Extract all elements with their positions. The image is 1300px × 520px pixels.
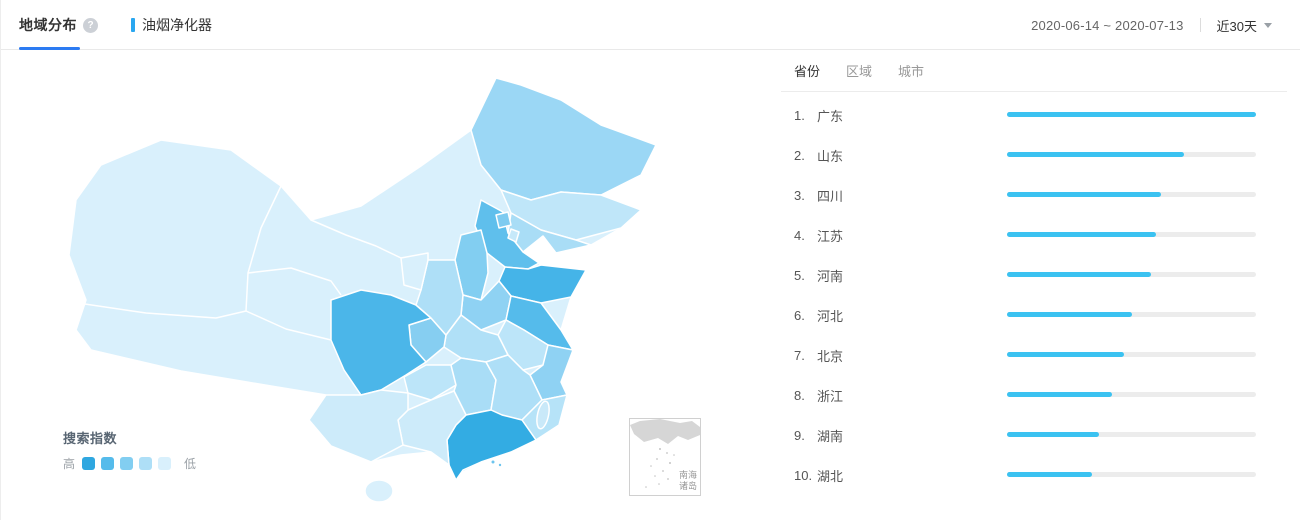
- province-name: 江苏: [817, 228, 844, 244]
- active-tab-underline: [19, 47, 80, 50]
- rank-number: 9.: [794, 427, 805, 443]
- map-province[interactable]: [535, 400, 552, 430]
- province-name: 北京: [817, 348, 844, 364]
- inset-minimap: [630, 419, 700, 488]
- map-province[interactable]: [470, 77, 657, 201]
- rank-number: 2.: [794, 147, 805, 163]
- list-item[interactable]: 6. 河北: [781, 295, 1287, 335]
- map-province[interactable]: [415, 259, 464, 336]
- bar-track: [1007, 352, 1256, 357]
- bar-track: [1007, 152, 1256, 157]
- rank-number: 6.: [794, 307, 805, 323]
- rank-number: 10.: [794, 467, 813, 483]
- rank-number: 3.: [794, 187, 805, 203]
- western-province-borders: [77, 185, 402, 341]
- tab-region-distribution[interactable]: 地域分布 ?: [19, 0, 98, 50]
- province-name: 山东: [817, 148, 844, 164]
- list-item[interactable]: 2. 山东: [781, 135, 1287, 175]
- legend-swatch: [120, 457, 134, 470]
- list-item[interactable]: 7. 北京: [781, 335, 1287, 375]
- bar-track: [1007, 312, 1256, 317]
- inset-label: 南海 诸岛: [678, 470, 697, 491]
- legend-swatch: [139, 457, 153, 470]
- bar-fill: [1007, 232, 1157, 237]
- province-name: 湖北: [817, 468, 844, 484]
- province-ranking-list: 1. 广东 2. 山东 3. 四川 4. 江苏 5. 河南 6. 河北: [781, 92, 1287, 495]
- small-islands: [491, 460, 502, 467]
- legend-swatch: [158, 457, 172, 470]
- map-province[interactable]: [400, 252, 429, 291]
- map-province[interactable]: [364, 479, 394, 503]
- search-index-legend: 搜索指数 高 低: [63, 428, 196, 472]
- keyword-marker: [131, 18, 135, 32]
- rank-number: 7.: [794, 347, 805, 363]
- tab-region[interactable]: 区域: [846, 64, 873, 79]
- header: 地域分布 ? 油烟净化器 2020-06-14 ~ 2020-07-13 近30…: [1, 0, 1300, 50]
- legend-swatches: [82, 457, 177, 470]
- legend-low-label: 低: [184, 457, 197, 471]
- rank-number: 1.: [794, 107, 805, 123]
- date-range: 2020-06-14 ~ 2020-07-13: [1031, 17, 1184, 33]
- bar-track: [1007, 392, 1256, 397]
- china-choropleth-map[interactable]: [56, 63, 716, 515]
- legend-swatch: [82, 457, 96, 470]
- ranking-panel: 省份 区域 城市 1. 广东 2. 山东 3. 四川 4. 江苏 5. 河南: [781, 50, 1287, 520]
- page-title: 地域分布: [19, 17, 77, 33]
- period-label: 近30天: [1216, 18, 1257, 34]
- chevron-down-icon: [1264, 23, 1272, 28]
- keyword-legend-item[interactable]: 油烟净化器: [131, 0, 212, 50]
- south-china-sea-inset: 南海 诸岛: [629, 418, 701, 496]
- bar-track: [1007, 472, 1256, 477]
- bar-track: [1007, 112, 1256, 117]
- bar-track: [1007, 192, 1256, 197]
- rank-number: 4.: [794, 227, 805, 243]
- legend-high-label: 高: [63, 457, 76, 471]
- bar-fill: [1007, 152, 1184, 157]
- map-province[interactable]: [507, 228, 520, 243]
- help-icon[interactable]: ?: [83, 17, 98, 33]
- list-item[interactable]: 5. 河南: [781, 255, 1287, 295]
- province-name: 四川: [817, 188, 844, 204]
- bar-track: [1007, 432, 1256, 437]
- bar-fill: [1007, 352, 1125, 357]
- province-name: 广东: [817, 108, 844, 124]
- bar-track: [1007, 272, 1256, 277]
- bar-fill: [1007, 432, 1100, 437]
- legend-title: 搜索指数: [63, 431, 118, 446]
- bar-track: [1007, 232, 1256, 237]
- list-item[interactable]: 10. 湖北: [781, 455, 1287, 495]
- bar-fill: [1007, 192, 1162, 197]
- legend-swatch: [101, 457, 115, 470]
- map-province[interactable]: [308, 389, 409, 463]
- list-item[interactable]: 3. 四川: [781, 175, 1287, 215]
- province-name: 湖南: [817, 428, 844, 444]
- province-name: 浙江: [817, 388, 844, 404]
- period-dropdown[interactable]: 近30天: [1217, 16, 1272, 35]
- keyword-label: 油烟净化器: [142, 17, 212, 33]
- list-item[interactable]: 8. 浙江: [781, 375, 1287, 415]
- province-name: 河北: [817, 308, 844, 324]
- header-divider: [1199, 18, 1201, 32]
- china-map-section: 搜索指数 高 低 南海 诸岛: [1, 50, 781, 520]
- tab-province[interactable]: 省份: [794, 64, 821, 79]
- province-name: 河南: [817, 268, 844, 284]
- rank-number: 5.: [794, 267, 805, 283]
- list-item[interactable]: 4. 江苏: [781, 215, 1287, 255]
- bar-fill: [1007, 272, 1152, 277]
- bar-fill: [1007, 312, 1132, 317]
- header-right: 2020-06-14 ~ 2020-07-13 近30天: [1031, 0, 1272, 50]
- tab-city[interactable]: 城市: [898, 64, 925, 79]
- map-province[interactable]: [495, 211, 512, 229]
- list-item[interactable]: 1. 广东: [781, 95, 1287, 135]
- list-item[interactable]: 9. 湖南: [781, 415, 1287, 455]
- rank-number: 8.: [794, 387, 805, 403]
- bar-fill: [1007, 472, 1092, 477]
- bar-fill: [1007, 392, 1112, 397]
- map-province[interactable]: [330, 289, 432, 396]
- ranking-tabs: 省份 区域 城市: [781, 50, 1287, 92]
- bar-fill: [1007, 112, 1256, 117]
